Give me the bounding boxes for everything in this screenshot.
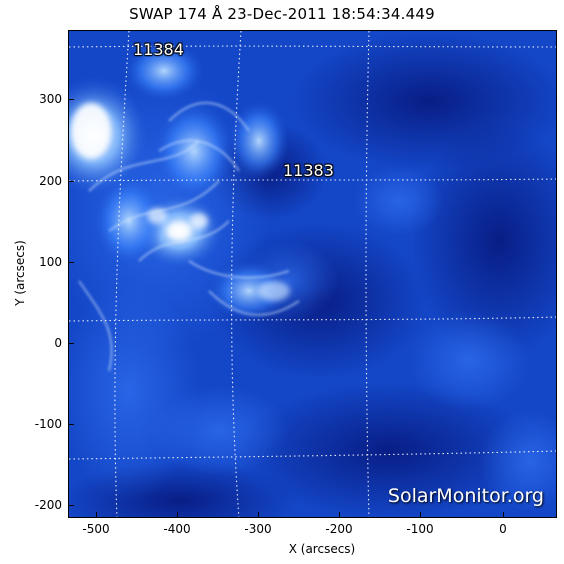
x-tick-mark bbox=[420, 512, 421, 518]
solar-image-plot: 11384 11383 SolarMonitor.org bbox=[68, 30, 557, 518]
x-axis-label: X (arcsecs) bbox=[288, 542, 356, 556]
x-tick-mark bbox=[503, 512, 504, 518]
y-tick-label: 200 bbox=[39, 174, 62, 188]
y-tick-mark bbox=[68, 343, 74, 344]
solar-image bbox=[69, 31, 556, 517]
coordinate-grid bbox=[69, 31, 556, 517]
y-tick-mark bbox=[68, 99, 74, 100]
x-tick-label: 0 bbox=[499, 522, 507, 536]
y-tick-mark bbox=[68, 262, 74, 263]
image-title: SWAP 174 Å 23-Dec-2011 18:54:34.449 bbox=[129, 5, 435, 23]
active-region-label: 11384 bbox=[133, 40, 184, 59]
active-region-label: 11383 bbox=[283, 161, 334, 180]
x-tick-mark bbox=[96, 512, 97, 518]
y-tick-label: 0 bbox=[54, 336, 62, 350]
x-tick-label: -300 bbox=[244, 522, 272, 536]
x-tick-mark bbox=[339, 512, 340, 518]
y-tick-mark bbox=[68, 424, 74, 425]
x-tick-label: -200 bbox=[325, 522, 353, 536]
x-tick-mark bbox=[177, 512, 178, 518]
y-tick-label: -200 bbox=[34, 498, 62, 512]
watermark-text: SolarMonitor.org bbox=[387, 485, 544, 507]
y-tick-label: -100 bbox=[34, 417, 62, 431]
y-tick-label: 300 bbox=[39, 92, 62, 106]
y-tick-mark bbox=[68, 505, 74, 506]
x-tick-label: -400 bbox=[163, 522, 191, 536]
y-tick-mark bbox=[68, 181, 74, 182]
y-tick-label: 100 bbox=[39, 255, 62, 269]
x-tick-label: -100 bbox=[406, 522, 434, 536]
x-tick-mark bbox=[258, 512, 259, 518]
y-axis-label: Y (arcsecs) bbox=[13, 240, 27, 306]
x-tick-label: -500 bbox=[82, 522, 110, 536]
